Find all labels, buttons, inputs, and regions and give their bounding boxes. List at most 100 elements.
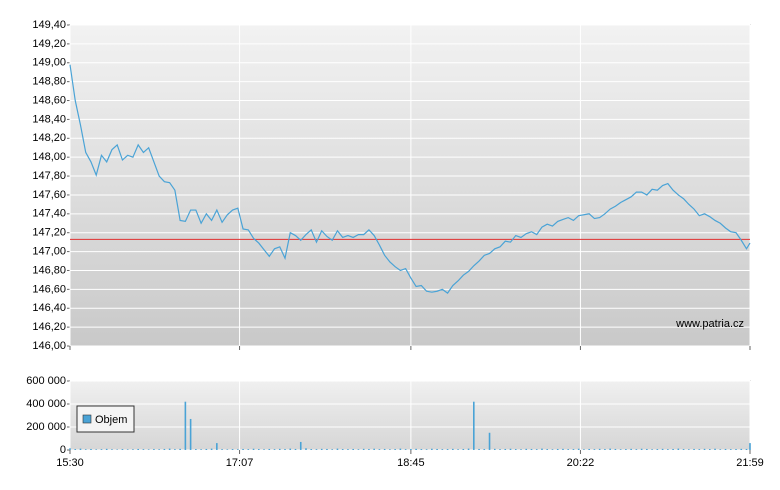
y-tick-label: 146,40 — [32, 302, 66, 314]
volume-bar — [137, 448, 139, 450]
watermark: www.patria.cz — [675, 318, 744, 330]
y-tick-label: 149,00 — [32, 57, 66, 69]
volume-bar — [142, 449, 145, 450]
volume-bar — [625, 449, 627, 450]
volume-bar — [284, 449, 286, 450]
volume-bar — [247, 449, 250, 450]
x-tick-label: 18:45 — [397, 457, 425, 469]
volume-bar — [378, 449, 381, 450]
volume-bar — [551, 449, 554, 450]
volume-bar — [714, 448, 716, 450]
volume-bar — [100, 449, 103, 450]
volume-bar — [729, 449, 732, 450]
volume-bar — [745, 448, 748, 450]
volume-plot-area — [69, 380, 751, 451]
volume-bar — [174, 449, 176, 450]
volume-bar — [273, 449, 276, 450]
volume-bar — [347, 449, 349, 450]
volume-bar — [74, 449, 77, 450]
volume-bar — [556, 448, 559, 450]
volume-bar — [431, 448, 433, 450]
volume-bar — [263, 449, 265, 450]
x-tick-label: 21:59 — [736, 457, 764, 469]
volume-bar — [630, 448, 632, 450]
y-tick-label: 148,20 — [32, 132, 66, 144]
volume-bar — [158, 449, 160, 450]
volume-bar — [310, 449, 313, 450]
volume-bar — [320, 448, 323, 450]
y-tick-label: 148,00 — [32, 151, 66, 163]
volume-bar — [299, 441, 302, 450]
volume-bar — [362, 448, 365, 450]
volume-bar — [257, 449, 260, 450]
volume-bar — [415, 448, 417, 450]
y-tick-label: 147,60 — [32, 189, 66, 201]
volume-bar — [467, 448, 470, 450]
y-tick-label: 147,40 — [32, 208, 66, 220]
volume-bar — [420, 449, 423, 450]
y-tick-label: 146,20 — [32, 321, 66, 333]
volume-bar — [749, 443, 751, 450]
y-tick-label: 148,40 — [32, 113, 66, 125]
volume-bar — [383, 448, 386, 450]
volume-bar — [483, 449, 486, 450]
y-tick-label: 149,20 — [32, 38, 66, 50]
volume-bar — [357, 449, 360, 450]
volume-bar — [593, 449, 596, 450]
volume-bar — [436, 448, 438, 450]
volume-bar — [473, 401, 475, 450]
volume-bar — [195, 449, 197, 450]
volume-bar — [111, 449, 113, 450]
volume-bar — [95, 449, 98, 450]
volume-bar — [546, 449, 549, 450]
volume-bar — [210, 448, 213, 450]
volume-bar — [341, 449, 344, 450]
y-tick-label: 147,20 — [32, 227, 66, 239]
volume-bar — [336, 448, 339, 450]
volume-bar — [389, 449, 391, 450]
volume-bar — [216, 443, 218, 450]
volume-bar — [708, 449, 711, 450]
volume-bar — [268, 448, 271, 450]
volume-bar — [588, 448, 590, 450]
volume-bar — [446, 449, 449, 450]
volume-bar — [478, 448, 480, 450]
volume-bar — [541, 448, 543, 450]
volume-bar — [520, 449, 522, 450]
volume-bar — [373, 448, 375, 450]
volume-bar — [69, 448, 71, 450]
volume-bar — [635, 449, 638, 450]
volume-bar — [682, 449, 685, 450]
volume-bar — [619, 449, 622, 450]
volume-bar — [719, 449, 722, 450]
y-tick-label: 146,60 — [32, 283, 66, 295]
volume-bar — [598, 448, 601, 450]
volume-bar — [646, 448, 648, 450]
legend-label: Objem — [95, 414, 127, 426]
volume-bar — [441, 449, 444, 450]
volume-bar — [278, 448, 281, 450]
volume-bar — [289, 448, 292, 450]
volume-bar — [368, 449, 370, 450]
volume-bar — [168, 448, 171, 450]
volume-bar — [294, 448, 297, 450]
volume-bar — [614, 448, 617, 450]
volume-bar — [121, 449, 124, 450]
y-tick-label: 148,80 — [32, 76, 66, 88]
volume-bar — [404, 449, 407, 450]
volume-bar — [205, 448, 208, 450]
volume-bar — [667, 449, 669, 450]
volume-bar — [509, 448, 512, 450]
volume-bar — [656, 449, 659, 450]
volume-bar — [583, 449, 585, 450]
y-tick-label: 146,00 — [32, 340, 66, 352]
volume-bar — [504, 448, 507, 450]
x-tick-label: 15:30 — [56, 457, 84, 469]
volume-bar — [305, 448, 307, 450]
volume-bar — [179, 448, 181, 450]
volume-bar — [399, 448, 402, 450]
volume-bar — [326, 448, 328, 450]
volume-bar — [677, 448, 680, 450]
volume-bar — [672, 448, 674, 450]
